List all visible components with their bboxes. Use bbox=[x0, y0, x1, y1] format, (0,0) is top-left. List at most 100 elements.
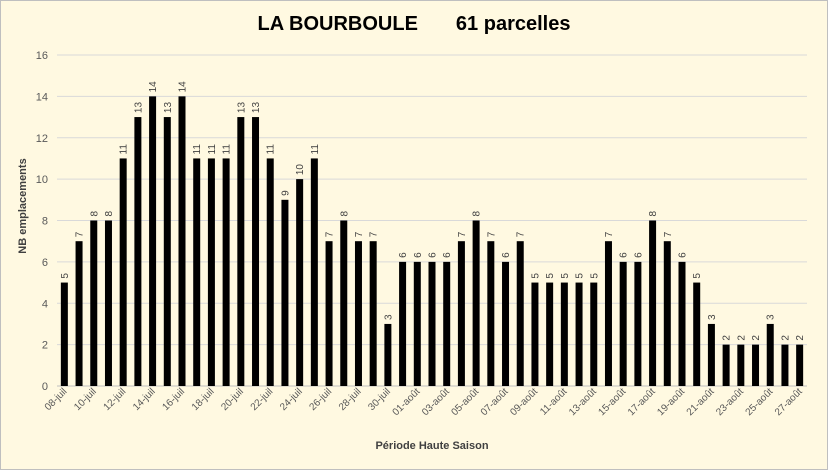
data-label: 2 bbox=[751, 335, 762, 341]
data-label: 6 bbox=[398, 252, 409, 258]
bar bbox=[737, 344, 745, 386]
data-label: 6 bbox=[428, 252, 439, 258]
x-tick-label: 27-août bbox=[773, 386, 805, 418]
y-axis-label: NB emplacements bbox=[17, 158, 29, 253]
data-label: 2 bbox=[795, 335, 806, 341]
data-label: 5 bbox=[589, 273, 600, 279]
bar bbox=[384, 323, 392, 386]
bar bbox=[604, 241, 612, 386]
bar bbox=[296, 179, 304, 386]
data-label: 11 bbox=[222, 144, 233, 155]
bar bbox=[678, 261, 686, 386]
y-tick-label: 14 bbox=[36, 91, 48, 103]
bar bbox=[310, 158, 318, 386]
bar bbox=[707, 323, 715, 386]
data-label: 6 bbox=[442, 252, 453, 258]
bar bbox=[634, 261, 642, 386]
x-tick-label: 01-août bbox=[391, 386, 423, 418]
bar bbox=[60, 282, 68, 386]
bar bbox=[531, 282, 539, 386]
data-label: 8 bbox=[472, 211, 483, 217]
bar bbox=[90, 220, 98, 386]
x-tick-label: 28-juil bbox=[337, 386, 364, 413]
bar bbox=[222, 158, 230, 386]
data-label: 2 bbox=[736, 335, 747, 341]
bar bbox=[619, 261, 627, 386]
data-label: 14 bbox=[148, 81, 159, 93]
data-label: 3 bbox=[766, 314, 777, 320]
bar bbox=[399, 261, 407, 386]
data-label: 2 bbox=[722, 335, 733, 341]
bar bbox=[325, 241, 333, 386]
bar bbox=[516, 241, 524, 386]
bar bbox=[134, 117, 142, 386]
data-label: 7 bbox=[516, 231, 527, 237]
bar bbox=[149, 96, 157, 386]
x-tick-label: 30-juil bbox=[366, 386, 393, 413]
x-tick-label: 19-août bbox=[655, 386, 687, 418]
data-label: 13 bbox=[133, 102, 144, 114]
bar bbox=[443, 261, 451, 386]
data-label: 8 bbox=[89, 211, 100, 217]
x-tick-label: 13-août bbox=[567, 386, 599, 418]
bar bbox=[340, 220, 348, 386]
data-label: 5 bbox=[60, 273, 71, 279]
bar bbox=[413, 261, 421, 386]
data-label: 13 bbox=[163, 102, 174, 114]
bar bbox=[457, 241, 465, 386]
x-tick-label: 12-juil bbox=[102, 386, 129, 413]
x-axis: 08-juil 10-juil 12-juil 14-juil 16-juil 18-ju… bbox=[43, 386, 805, 418]
data-label: 13 bbox=[251, 102, 262, 114]
bar bbox=[752, 344, 760, 386]
data-label: 7 bbox=[354, 231, 365, 237]
bar bbox=[207, 158, 215, 386]
data-label: 5 bbox=[692, 273, 703, 279]
y-tick-label: 6 bbox=[42, 257, 48, 269]
y-tick-label: 0 bbox=[42, 381, 48, 393]
bar bbox=[649, 220, 657, 386]
chart-title: LA BOURBOULE 61 parcelles bbox=[0, 13, 828, 36]
data-label: 11 bbox=[192, 144, 203, 155]
x-tick-label: 03-août bbox=[420, 386, 452, 418]
y-tick-label: 2 bbox=[42, 340, 48, 352]
bar bbox=[546, 282, 554, 386]
data-label: 6 bbox=[501, 252, 512, 258]
bar bbox=[722, 344, 730, 386]
bar bbox=[766, 323, 774, 386]
data-label: 6 bbox=[633, 252, 644, 258]
data-label: 11 bbox=[310, 144, 321, 155]
data-label: 8 bbox=[648, 211, 659, 217]
bar bbox=[354, 241, 362, 386]
data-label: 7 bbox=[75, 231, 86, 237]
data-label: 5 bbox=[545, 273, 556, 279]
data-label: 7 bbox=[457, 231, 468, 237]
data-label: 5 bbox=[575, 273, 586, 279]
bar bbox=[281, 199, 289, 386]
bar bbox=[781, 344, 789, 386]
data-label: 11 bbox=[207, 144, 218, 155]
data-label: 5 bbox=[560, 273, 571, 279]
data-label: 7 bbox=[486, 231, 497, 237]
x-tick-label: 11-août bbox=[538, 386, 569, 417]
y-tick-label: 12 bbox=[36, 133, 48, 145]
x-tick-label: 25-août bbox=[744, 386, 776, 418]
data-label: 9 bbox=[280, 190, 291, 196]
x-tick-label: 17-août bbox=[626, 386, 658, 418]
data-label: 7 bbox=[325, 231, 336, 237]
x-tick-label: 23-août bbox=[714, 386, 746, 418]
bar bbox=[502, 261, 510, 386]
bar bbox=[104, 220, 112, 386]
data-label: 6 bbox=[619, 252, 630, 258]
y-tick-label: 10 bbox=[36, 174, 48, 186]
y-tick-label: 8 bbox=[42, 216, 48, 228]
x-tick-label: 24-juil bbox=[278, 386, 305, 413]
chart-title-main: LA BOURBOULE bbox=[257, 13, 418, 35]
x-tick-label: 14-juil bbox=[131, 386, 158, 413]
y-axis: 0 2 4 6 8 10 12 14 16 bbox=[36, 50, 48, 393]
data-label: 2 bbox=[780, 335, 791, 341]
data-label: 13 bbox=[236, 102, 247, 114]
data-label: 7 bbox=[369, 231, 380, 237]
bar bbox=[693, 282, 701, 386]
data-label: 6 bbox=[678, 252, 689, 258]
x-tick-label: 21-août bbox=[685, 386, 717, 418]
